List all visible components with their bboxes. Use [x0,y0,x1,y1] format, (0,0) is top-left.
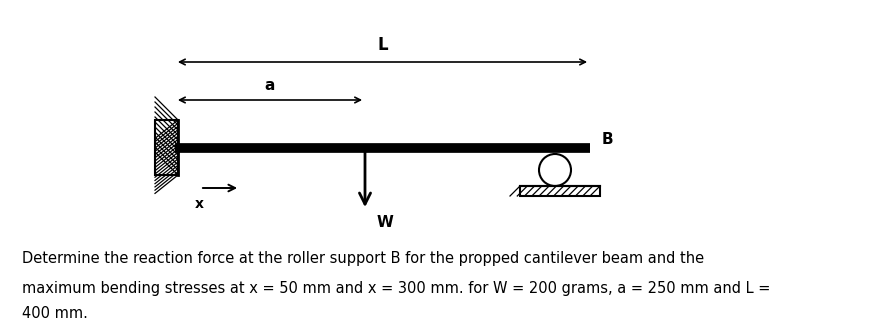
Bar [520,186,600,196]
Text: x: x [195,197,204,211]
Text: L: L [378,36,388,54]
Text: Determine the reaction force at the roller support B for the propped cantilever : Determine the reaction force at the roll… [22,250,704,266]
Text: 400 mm.: 400 mm. [22,306,88,321]
Bar [155,120,178,175]
Bar [520,186,600,196]
Text: W: W [376,215,394,230]
Text: maximum bending stresses at x = 50 mm and x = 300 mm. for W = 200 grams, a = 250: maximum bending stresses at x = 50 mm an… [22,281,770,296]
Text: B: B [602,133,613,148]
Bar [155,120,178,175]
Text: a: a [265,77,275,93]
